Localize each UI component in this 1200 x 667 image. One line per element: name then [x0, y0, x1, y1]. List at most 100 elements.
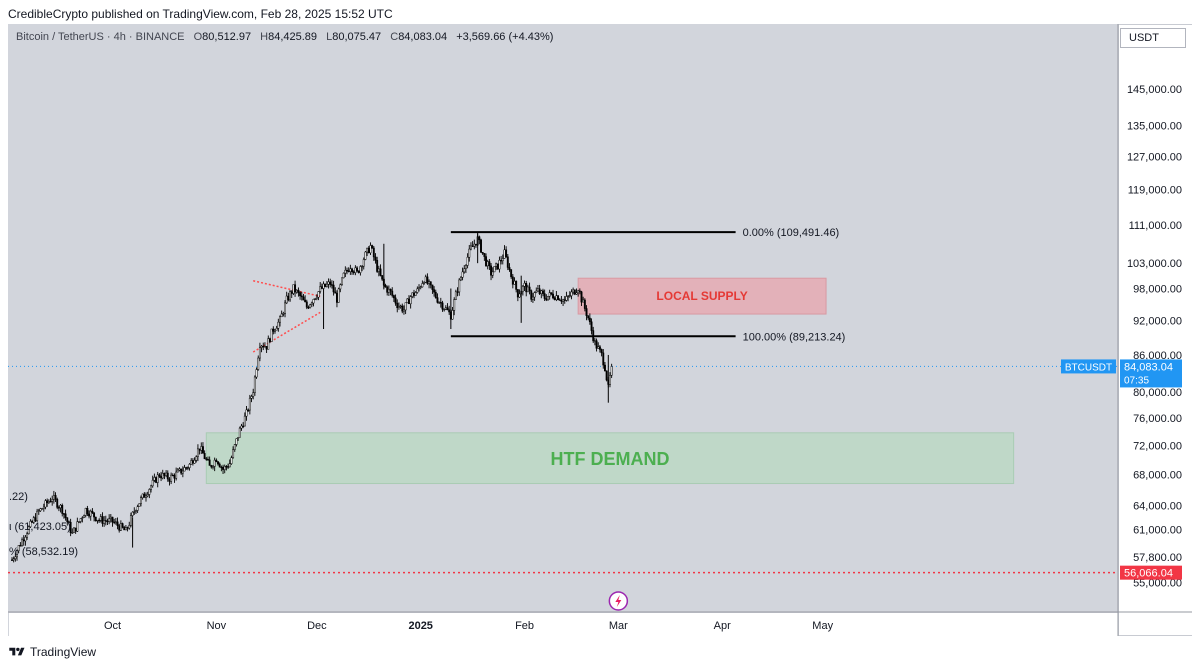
candle-body-268 — [459, 277, 462, 281]
htf-demand-zone[interactable] — [205, 432, 1015, 485]
candle-body-88 — [158, 474, 161, 477]
candle-body-256 — [439, 302, 442, 304]
symbol-title[interactable]: Bitcoin / TetherUS · 4h · BINANCE — [16, 31, 185, 43]
candle-body-317 — [542, 290, 544, 294]
candle-body-179 — [310, 302, 313, 305]
candle-body-46 — [88, 513, 90, 517]
chart-plot-area[interactable] — [8, 24, 1118, 636]
time-axis-background — [9, 613, 1118, 636]
open-value: 80,512.97 — [202, 31, 252, 43]
candle-body-159 — [277, 321, 280, 329]
candle-body-277 — [475, 243, 477, 246]
time-tick-label-3: 2025 — [408, 620, 432, 632]
price-tick-label-12: 68,000.00 — [1133, 469, 1182, 481]
candle-body-176 — [305, 301, 308, 308]
candle-body-121 — [213, 459, 216, 467]
candle-body-119 — [210, 465, 213, 468]
candle-body-55 — [103, 520, 106, 524]
candle-body-308 — [526, 286, 529, 293]
time-tick-label-2: Dec — [307, 620, 327, 632]
candle-body-157 — [274, 329, 276, 332]
close-value: 84,083.04 — [398, 31, 448, 43]
local-supply-zone[interactable] — [577, 277, 827, 315]
candle-body-137 — [240, 425, 243, 429]
candle-body-275 — [471, 245, 474, 247]
candle-body-26 — [54, 495, 57, 500]
candle-body-265 — [454, 291, 457, 300]
candle-body-309 — [528, 286, 531, 291]
currency-scale-button[interactable]: USDT — [1120, 28, 1186, 48]
candle-body-87 — [156, 474, 159, 483]
candle-body-209 — [361, 265, 364, 268]
partial-fib-label-2: % (58,532.19) — [9, 546, 78, 558]
candle-body-246 — [423, 282, 426, 284]
price-tick-label-0: 145,000.00 — [1127, 84, 1182, 96]
candle-body-33 — [66, 517, 69, 522]
candle-body-56 — [104, 520, 107, 522]
candle-body-203 — [351, 268, 353, 273]
candle-body-148 — [258, 347, 261, 359]
candle-body-7 — [22, 539, 25, 542]
candle-body-230 — [396, 302, 399, 308]
candle-body-274 — [470, 245, 472, 250]
candle-body-270 — [463, 268, 466, 273]
candle-body-227 — [391, 290, 394, 296]
candle-body-69 — [126, 527, 129, 529]
candle-body-164 — [285, 295, 288, 304]
candle-body-59 — [109, 516, 112, 519]
candle-body-57 — [106, 520, 109, 523]
candle-body-347 — [592, 330, 595, 342]
publish-line: CredibleCrypto published on TradingView.… — [8, 7, 393, 21]
candle-body-233 — [401, 305, 404, 312]
candle-body-163 — [284, 302, 286, 314]
candle-body-49 — [93, 512, 96, 518]
candle-body-195 — [337, 288, 340, 303]
candle-body-160 — [279, 316, 281, 323]
candle-body-338 — [577, 290, 580, 294]
candle-body-149 — [260, 345, 263, 348]
candle-body-217 — [374, 256, 377, 261]
candle-body-264 — [453, 299, 456, 311]
candle-body-342 — [583, 299, 586, 309]
candle-body-146 — [255, 369, 258, 378]
candle-body-129 — [227, 466, 230, 468]
candle-body-335 — [572, 289, 575, 293]
candle-body-295 — [505, 249, 508, 258]
candle-body-285 — [488, 261, 491, 267]
candle-body-102 — [181, 470, 184, 474]
triangle-lower-line[interactable] — [252, 311, 321, 353]
candle-body-142 — [248, 398, 251, 411]
candle-body-267 — [458, 279, 461, 293]
candle-body-1 — [12, 558, 15, 561]
candle-body-45 — [86, 507, 89, 515]
candle-body-41 — [79, 518, 82, 522]
candle-body-312 — [533, 292, 536, 298]
candle-body-313 — [535, 290, 538, 293]
candle-body-251 — [431, 284, 434, 290]
price-tick-label-3: 119,000.00 — [1128, 185, 1182, 197]
candle-body-133 — [233, 444, 236, 450]
candle-body-307 — [525, 283, 528, 293]
price-tick-label-2: 127,000.00 — [1127, 152, 1182, 164]
candle-body-78 — [141, 493, 144, 498]
candle-body-13 — [32, 517, 35, 523]
candle-body-329 — [562, 299, 565, 302]
candle-body-240 — [413, 292, 415, 296]
candle-body-16 — [37, 510, 40, 512]
symbol-badge[interactable] — [1061, 359, 1116, 374]
triangle-upper-line[interactable] — [253, 280, 321, 298]
candle-body-80 — [145, 495, 147, 498]
candle-body-40 — [78, 521, 80, 523]
candle-body-272 — [466, 256, 469, 266]
low-value: 80,075.47 — [332, 31, 382, 43]
candle-body-171 — [297, 289, 300, 293]
candle-body-178 — [309, 304, 312, 308]
candle-body-191 — [330, 284, 333, 286]
candle-body-72 — [131, 511, 134, 516]
candle-body-182 — [315, 296, 318, 299]
candle-body-201 — [347, 270, 350, 272]
candle-body-75 — [136, 506, 139, 511]
candle-body-82 — [148, 489, 151, 495]
candle-body-3 — [16, 550, 18, 558]
